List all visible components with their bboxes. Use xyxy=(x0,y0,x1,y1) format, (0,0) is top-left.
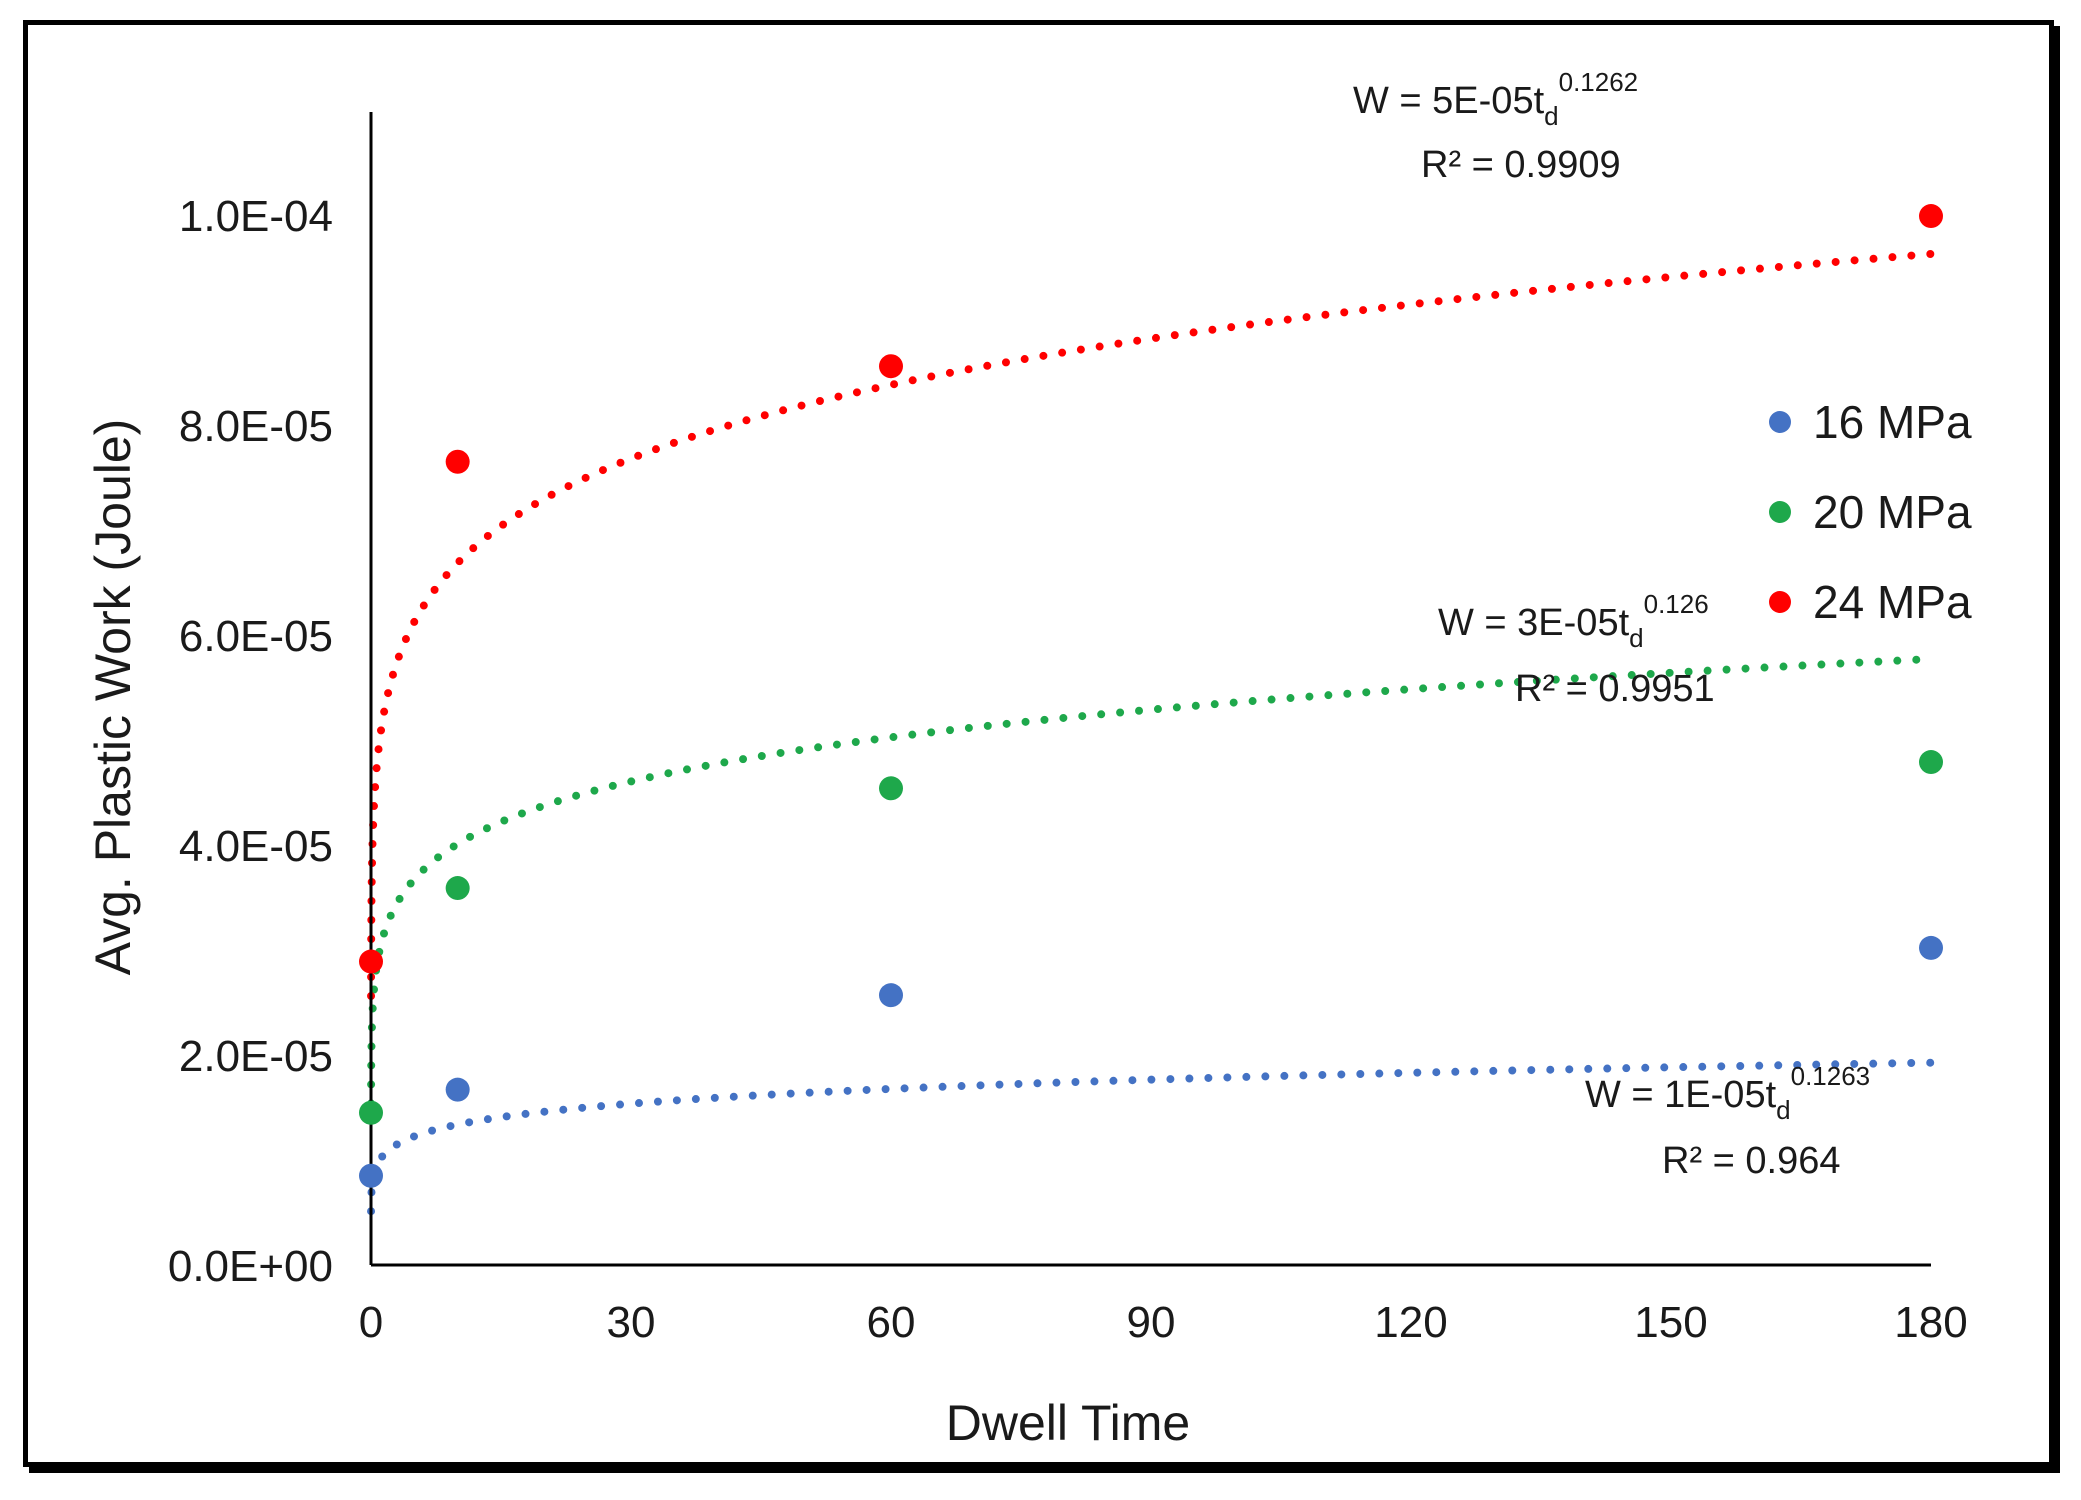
data-point xyxy=(359,1163,383,1188)
y-tick-label: 4.0E-05 xyxy=(179,822,333,871)
legend: 16 MPa 20 MPa 24 MPa xyxy=(1769,396,1972,628)
x-tick-label: 120 xyxy=(1374,1298,1447,1347)
trendline-equation: W = 1E-05td0.1263 xyxy=(1585,1061,1870,1125)
y-axis-title: Avg. Plastic Work (Joule) xyxy=(85,419,141,976)
data-points xyxy=(359,204,1943,1188)
legend-label: 24 MPa xyxy=(1813,576,1972,628)
equation-exponent: 0.126 xyxy=(1644,589,1709,619)
r-squared-label: R² = 0.9951 xyxy=(1515,668,1715,710)
equation-subscript: d xyxy=(1629,623,1643,653)
equation-subscript: d xyxy=(1544,101,1558,131)
x-tick-label: 180 xyxy=(1894,1298,1967,1347)
y-tick-label: 6.0E-05 xyxy=(179,612,333,661)
x-tick-label: 60 xyxy=(867,1298,916,1347)
y-tick-label: 1.0E-04 xyxy=(179,192,333,241)
y-tick-label: 2.0E-05 xyxy=(179,1032,333,1081)
data-point xyxy=(1919,750,1943,775)
trendline-16-mpa xyxy=(367,1058,1935,1216)
x-tick-label: 90 xyxy=(1127,1298,1176,1347)
figure-frame: 0.0E+00 2.0E-05 4.0E-05 6.0E-05 8.0E-05 1.0E-… xyxy=(23,20,2054,1467)
data-point xyxy=(445,1077,470,1102)
trendline-equation: W = 5E-05td0.1262 xyxy=(1353,67,1638,131)
equation-exponent: 0.1263 xyxy=(1791,1061,1871,1091)
trendline-24-mpa xyxy=(367,249,1935,1000)
data-point xyxy=(1919,935,1943,960)
equation-main: W = 5E-05t xyxy=(1353,80,1545,122)
equation-main: W = 3E-05t xyxy=(1438,602,1630,644)
x-tick-label: 150 xyxy=(1634,1298,1707,1347)
legend-label: 20 MPa xyxy=(1813,486,1972,538)
y-tick-label: 0.0E+00 xyxy=(168,1242,333,1291)
trendlines xyxy=(367,249,1935,1216)
legend-marker xyxy=(1769,501,1791,523)
data-point xyxy=(445,449,470,474)
data-point xyxy=(1919,204,1943,229)
data-point xyxy=(879,983,903,1008)
data-point xyxy=(359,1100,383,1125)
equation-subscript: d xyxy=(1776,1095,1790,1125)
trendline-20-mpa xyxy=(367,655,1935,1108)
x-axis-title: Dwell Time xyxy=(946,1395,1190,1451)
axes: 0.0E+00 2.0E-05 4.0E-05 6.0E-05 8.0E-05 1.0E-… xyxy=(168,112,1968,1347)
equation-main: W = 1E-05t xyxy=(1585,1074,1777,1116)
r-squared-label: R² = 0.964 xyxy=(1662,1140,1841,1182)
chart: 0.0E+00 2.0E-05 4.0E-05 6.0E-05 8.0E-05 1.0E-… xyxy=(85,67,1972,1451)
y-tick-label: 8.0E-05 xyxy=(179,402,333,451)
data-point xyxy=(359,949,383,974)
legend-marker xyxy=(1769,411,1791,433)
axis-labels: Dwell Time Avg. Plastic Work (Joule) xyxy=(85,419,1190,1451)
r-squared-label: R² = 0.9909 xyxy=(1421,144,1621,186)
x-tick-label: 0 xyxy=(359,1298,383,1347)
trendline-equation: W = 3E-05td0.126 xyxy=(1438,589,1709,653)
equation-exponent: 0.1262 xyxy=(1559,67,1639,97)
data-point xyxy=(445,876,470,901)
legend-marker xyxy=(1769,591,1791,613)
data-point xyxy=(879,776,903,801)
data-point xyxy=(879,354,903,379)
x-tick-label: 30 xyxy=(607,1298,656,1347)
legend-label: 16 MPa xyxy=(1813,396,1972,448)
